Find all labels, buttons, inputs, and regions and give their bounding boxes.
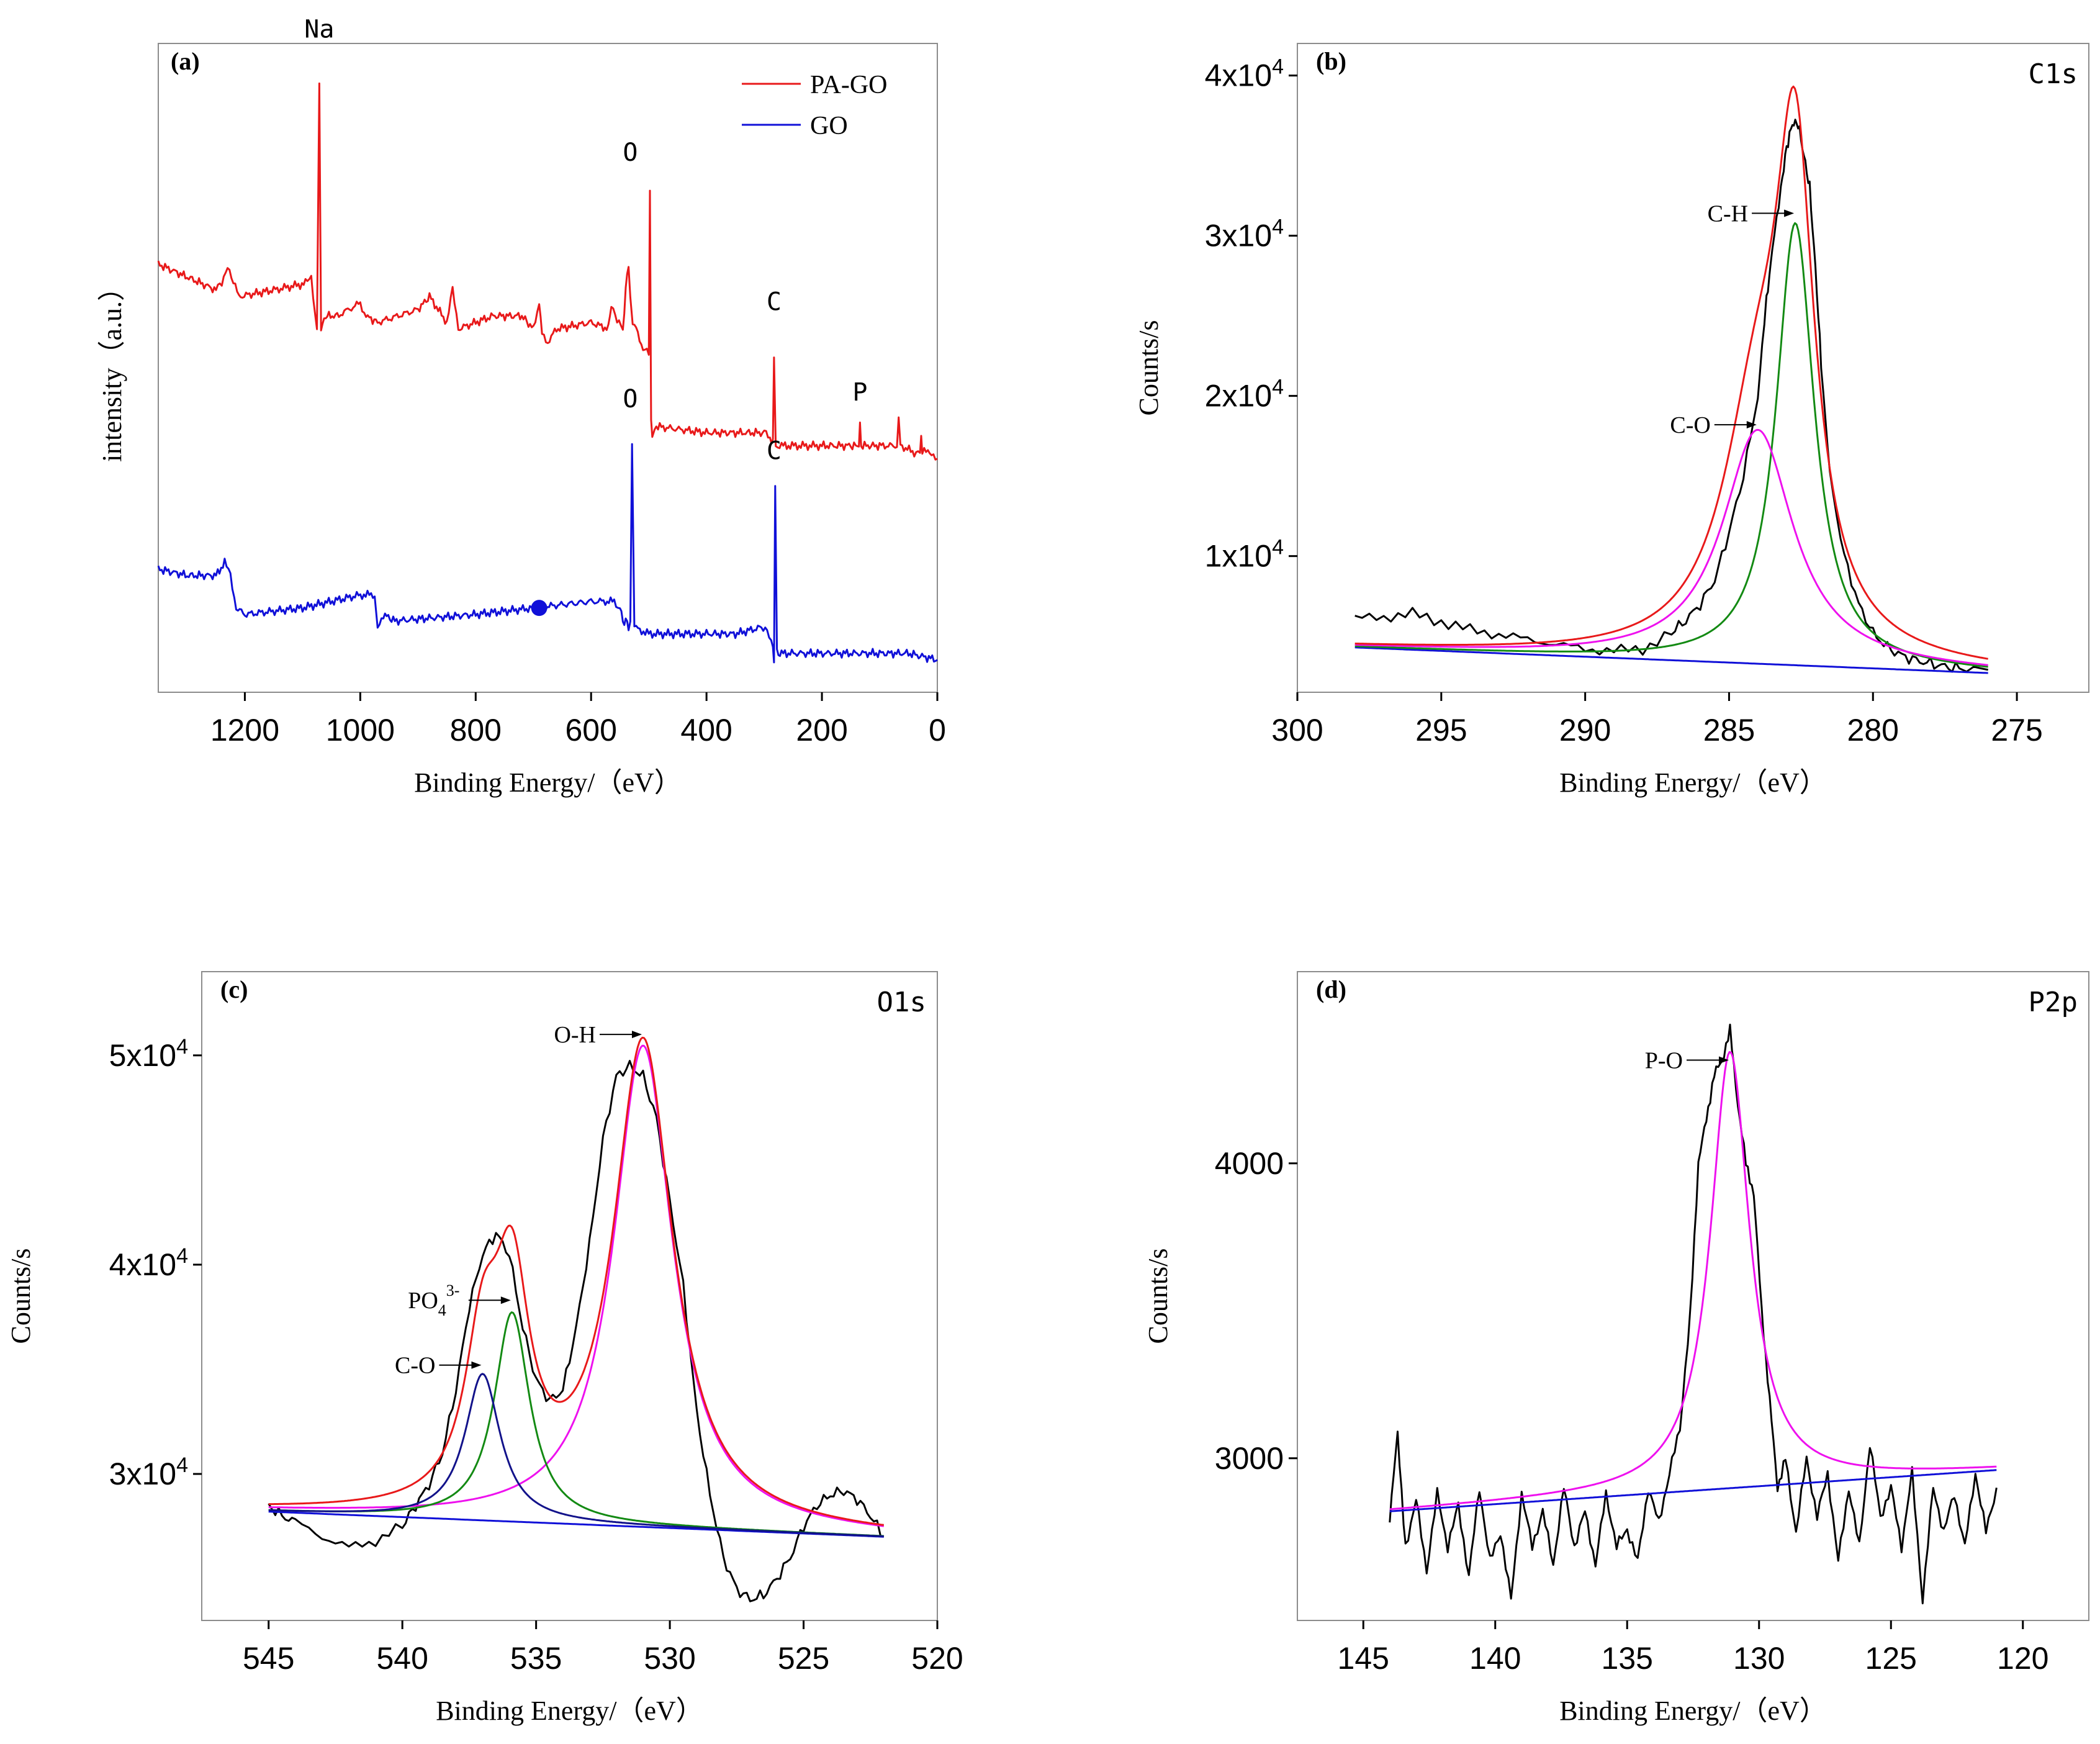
- pa-go-spectrum: [157, 82, 938, 461]
- core-level-label: C1s: [2029, 58, 2078, 90]
- panel-d: 145 140 135 130 125 120 Binding Energy/（eV） 300…: [1143, 971, 2089, 1726]
- y-tick-label: 3x104: [109, 1453, 188, 1491]
- peak-annotation: C-O: [395, 1353, 435, 1379]
- x-tick-label: 200: [796, 713, 847, 748]
- annotation-arrow-head: [1784, 209, 1795, 217]
- y-axis-title: Counts/s: [6, 1248, 36, 1344]
- x-tick-label: 140: [1469, 1641, 1521, 1676]
- fit-component: [268, 1373, 884, 1537]
- peak-annotation: C-O: [1670, 412, 1710, 438]
- y-tick-label: 3x104: [1205, 215, 1284, 253]
- panel-a: 1200 1000 800 600 400 200 0 Binding Energy/（eV）…: [97, 15, 946, 798]
- plot-frame: [1297, 43, 2089, 693]
- peak-annotation: C-H: [1708, 201, 1748, 227]
- go-spectrum: [157, 443, 938, 664]
- annotation-arrow-head: [1719, 1056, 1729, 1064]
- peak-label: C: [767, 437, 782, 466]
- panel-c: 545 540 535 530 525 520 Binding Energy/（eV） 3x1…: [6, 971, 963, 1726]
- y-tick-label: 5x104: [109, 1035, 188, 1073]
- legend-label: GO: [810, 112, 848, 140]
- raw-spectrum: [1389, 1023, 1998, 1604]
- fit-component: [1389, 1050, 1997, 1511]
- fit-component: [268, 1044, 884, 1527]
- y-tick-label: 4x104: [109, 1244, 188, 1282]
- x-tick-label: 120: [1997, 1641, 2048, 1676]
- plot-frame: [158, 43, 938, 693]
- y-axis-title: intensity（a.u.）: [97, 274, 127, 462]
- y-tick-label: 1x104: [1205, 536, 1284, 574]
- x-tick-label: 530: [644, 1641, 695, 1676]
- data-marker: [531, 600, 548, 617]
- y-tick-label: 3000: [1215, 1441, 1284, 1476]
- background-line: [1389, 1469, 1997, 1512]
- x-tick-label: 520: [911, 1641, 963, 1676]
- x-tick-label: 275: [1991, 713, 2042, 748]
- plot-frame: [1297, 971, 2089, 1621]
- x-axis-title: Binding Energy/（eV）: [414, 767, 682, 798]
- x-tick-label: 1200: [210, 713, 279, 748]
- x-tick-label: 125: [1865, 1641, 1917, 1676]
- annotation-arrow-head: [1746, 421, 1757, 429]
- plot-frame: [201, 971, 938, 1621]
- x-tick-label: 535: [510, 1641, 562, 1676]
- peak-label: P: [852, 379, 867, 407]
- x-tick-label: 400: [680, 713, 732, 748]
- annotation-arrow-head: [632, 1031, 642, 1039]
- x-tick-label: 1000: [326, 713, 395, 748]
- x-tick-label: 280: [1847, 713, 1899, 748]
- peak-annotation: PO43-: [408, 1281, 459, 1319]
- fit-envelope: [268, 1036, 884, 1526]
- y-axis-title: Counts/s: [1143, 1248, 1173, 1344]
- peak-label: C: [767, 287, 782, 316]
- x-tick-label: 130: [1733, 1641, 1785, 1676]
- x-tick-label: 525: [778, 1641, 829, 1676]
- peak-label: Na: [304, 15, 334, 43]
- annotation-arrow-head: [500, 1296, 511, 1304]
- fit-envelope: [1354, 85, 1988, 660]
- fit-component: [1354, 428, 1988, 666]
- core-level-label: O1s: [877, 987, 926, 1018]
- peak-label: O: [623, 385, 638, 413]
- x-tick-label: 540: [376, 1641, 428, 1676]
- peak-annotation: O-H: [554, 1022, 596, 1048]
- raw-spectrum: [268, 1060, 885, 1602]
- panel-tag: (b): [1316, 47, 1346, 75]
- y-tick-label: 4000: [1215, 1146, 1284, 1181]
- panel-tag: (a): [171, 47, 200, 75]
- x-tick-label: 135: [1602, 1641, 1653, 1676]
- x-axis-title: Binding Energy/（eV）: [436, 1696, 703, 1726]
- x-tick-label: 0: [929, 713, 946, 748]
- x-tick-label: 600: [566, 713, 617, 748]
- x-tick-label: 800: [450, 713, 502, 748]
- legend-label: PA-GO: [810, 71, 887, 99]
- peak-annotation: P-O: [1645, 1048, 1683, 1074]
- x-axis-title: Binding Energy/（eV）: [1559, 767, 1827, 798]
- x-tick-label: 285: [1703, 713, 1755, 748]
- x-tick-label: 290: [1559, 713, 1611, 748]
- y-tick-label: 2x104: [1205, 376, 1284, 413]
- y-axis-title: Counts/s: [1133, 320, 1164, 415]
- x-tick-label: 145: [1338, 1641, 1389, 1676]
- annotation-arrow-head: [471, 1361, 482, 1369]
- panel-tag: (d): [1316, 975, 1346, 1003]
- fit-component: [1354, 222, 1988, 668]
- x-tick-label: 300: [1271, 713, 1323, 748]
- panel-b: 300 295 290 285 280 275 Binding Energy/（eV） 1x1…: [1133, 43, 2089, 798]
- x-axis-title: Binding Energy/（eV）: [1559, 1696, 1827, 1726]
- peak-label: O: [623, 138, 638, 167]
- y-tick-label: 4x104: [1205, 55, 1284, 93]
- core-level-label: P2p: [2029, 987, 2078, 1018]
- panel-tag: (c): [220, 975, 248, 1003]
- x-tick-label: 295: [1415, 713, 1467, 748]
- background-line: [1354, 646, 1988, 674]
- x-tick-label: 545: [243, 1641, 294, 1676]
